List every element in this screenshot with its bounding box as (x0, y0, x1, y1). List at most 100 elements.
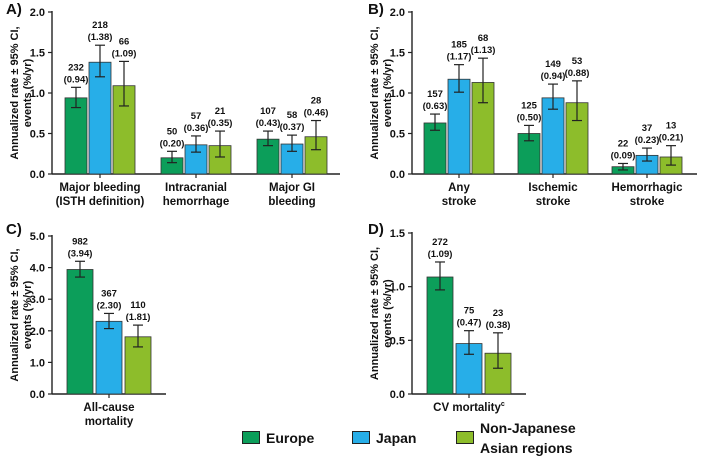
y-tick-label: 0.0 (30, 169, 45, 181)
y-tick-label: 0.0 (390, 169, 405, 181)
data-label-rate: (0.43) (256, 118, 281, 129)
x-category-label-line1: Ischemic (528, 182, 578, 194)
data-label-events: 23 (493, 308, 504, 319)
y-axis-label-line2: events (%/yr) (382, 279, 394, 348)
y-tick-label: 1.5 (30, 48, 45, 60)
data-label-rate: (0.47) (457, 318, 482, 329)
panel-label: A) (6, 1, 22, 18)
legend-swatch-japan (352, 431, 370, 444)
y-axis-label-line1: Annualized rate ± 95% CI, (9, 26, 21, 159)
y-tick-label: 0.5 (390, 335, 405, 347)
data-label-rate: (1.09) (428, 249, 453, 260)
data-label-events: 22 (618, 138, 629, 149)
x-category-label-line1: Any (448, 182, 470, 194)
data-label-events: 107 (260, 106, 276, 117)
y-tick-label: 2.0 (390, 7, 405, 19)
data-label-rate: (2.30) (97, 300, 122, 311)
legend-label-line2: Asian regions (480, 440, 573, 456)
data-label-events: 58 (287, 110, 298, 121)
y-axis-label-line1: Annualized rate ± 95% CI, (369, 26, 381, 159)
y-tick-label: 0.5 (30, 129, 45, 141)
data-label-rate: (0.94) (541, 71, 566, 82)
data-label-events: 37 (642, 123, 653, 134)
bar-japan (95, 320, 123, 395)
x-category-label-line1: Major bleeding (59, 182, 140, 194)
panel-label: D) (368, 221, 384, 238)
data-label-events: 367 (101, 288, 117, 299)
data-label-rate: (3.94) (68, 248, 93, 259)
x-category-label-line1: Major GI (269, 182, 315, 194)
y-tick-label: 3.0 (30, 294, 45, 306)
data-label-events: 28 (311, 96, 322, 107)
data-label-events: 110 (130, 300, 145, 311)
x-category-label-line2: hemorrhage (163, 196, 229, 208)
y-tick-label: 1.0 (30, 357, 45, 369)
y-tick-label: 2.0 (30, 326, 45, 338)
data-label-events: 66 (119, 36, 130, 47)
x-category-label-line1: Hemorrhagic (612, 182, 684, 194)
x-category-label-line2: stroke (442, 196, 477, 208)
data-label-rate: (0.50) (517, 112, 542, 123)
panel-label: B) (368, 1, 384, 18)
data-label-events: 50 (167, 126, 178, 137)
y-axis-label-line2: events (%/yr) (382, 58, 394, 127)
data-label-events: 232 (68, 62, 84, 73)
y-tick-label: 0.5 (390, 129, 405, 141)
data-label-rate: (1.09) (112, 48, 137, 59)
data-label-events: 68 (478, 33, 489, 44)
y-tick-label: 1.5 (390, 228, 405, 240)
x-category-label-line2: stroke (630, 196, 665, 208)
y-tick-label: 1.5 (390, 48, 405, 60)
y-axis-label-line2: events (%/yr) (22, 280, 34, 349)
x-category-label-line2: (ISTH definition) (56, 196, 145, 208)
bar-non-japanese-asian (484, 352, 512, 395)
y-axis-label-line1: Annualized rate ± 95% CI, (369, 247, 381, 380)
data-label-events: 157 (427, 89, 443, 100)
bar-europe (64, 97, 88, 175)
data-label-events: 57 (191, 111, 202, 122)
legend-swatch-non-japanese-asian (456, 431, 474, 444)
y-tick-label: 5.0 (30, 231, 45, 243)
data-label-rate: (1.17) (447, 52, 472, 63)
x-category-label-line1: CV mortalityc (433, 401, 505, 414)
data-label-events: 982 (72, 236, 88, 247)
y-tick-label: 1.0 (390, 282, 405, 294)
legend-label-non-japanese-asian: Non-Japanese Asian regions (480, 418, 576, 458)
data-label-rate: (0.38) (486, 320, 511, 331)
y-tick-label: 2.0 (30, 7, 45, 19)
data-label-events: 272 (432, 237, 448, 248)
data-label-events: 218 (92, 20, 108, 31)
data-label-rate: (0.23) (635, 135, 660, 146)
data-label-rate: (0.88) (565, 68, 590, 79)
data-label-events: 185 (451, 40, 468, 51)
legend-swatch-europe (242, 431, 260, 444)
data-label-rate: (0.21) (659, 133, 684, 144)
data-label-rate: (0.36) (184, 123, 209, 134)
x-category-label-line1: All-cause (83, 402, 134, 414)
data-label-events: 13 (666, 121, 677, 132)
data-label-events: 53 (572, 56, 583, 67)
data-label-rate: (0.09) (611, 150, 636, 161)
y-tick-label: 1.0 (30, 88, 45, 100)
bar-europe (66, 269, 94, 395)
bar-japan (88, 61, 112, 175)
data-label-events: 125 (521, 100, 538, 111)
bar-japan (447, 78, 471, 175)
data-label-rate: (0.20) (160, 138, 185, 149)
legend-label-line1: Non-Japanese (480, 420, 576, 436)
data-label-rate: (1.81) (126, 312, 151, 323)
data-label-rate: (0.46) (304, 108, 329, 119)
data-label-rate: (0.35) (208, 118, 233, 129)
y-tick-label: 0.0 (390, 389, 405, 401)
data-label-events: 149 (545, 59, 561, 70)
legend-label-japan: Japan (376, 430, 417, 446)
category-superscript: c (501, 401, 505, 408)
legend-label-europe: Europe (266, 430, 315, 446)
x-category-label-line2: mortality (85, 416, 134, 428)
data-label-events: 75 (464, 306, 475, 317)
y-axis-label-line2: events (%/yr) (22, 58, 34, 127)
x-category-label-line2: stroke (536, 196, 571, 208)
y-tick-label: 0.0 (30, 389, 45, 401)
bar-europe (426, 276, 454, 395)
